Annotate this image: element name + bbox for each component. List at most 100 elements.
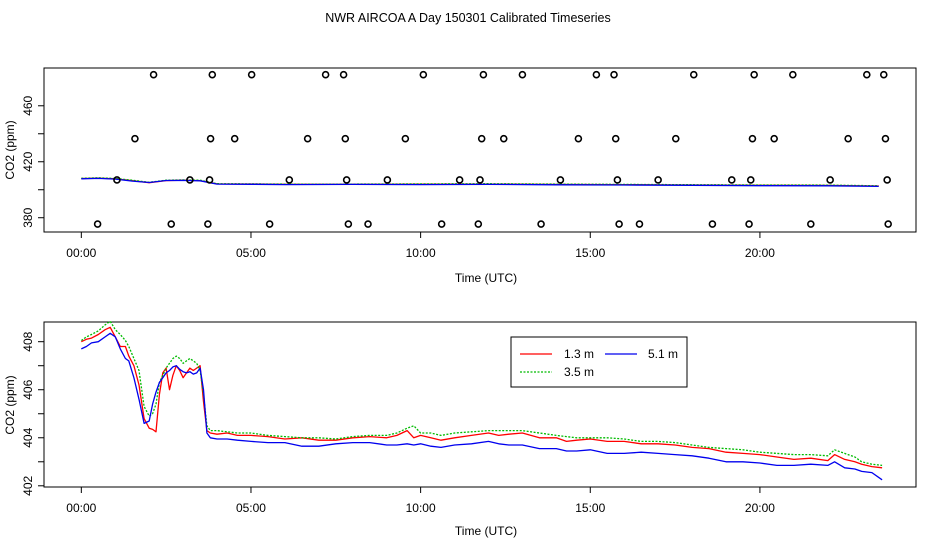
- calibration-point: [437, 220, 446, 228]
- calibration-point: [265, 220, 274, 228]
- calibration-point: [727, 176, 736, 184]
- calibration-point: [285, 176, 294, 184]
- bottom-data-marks: [80, 320, 883, 481]
- calibration-point: [364, 220, 372, 228]
- calibration-point: [167, 220, 176, 228]
- calibration-point: [476, 176, 484, 184]
- calibration-point: [592, 70, 601, 79]
- bottom-y-tick-label: 408: [21, 331, 35, 351]
- calibration-point: [844, 134, 852, 143]
- top-x-tick-label: 10:00: [406, 246, 436, 260]
- calibration-point: [537, 220, 545, 228]
- calibration-point: [149, 70, 158, 79]
- calibration-point: [479, 70, 488, 79]
- top-panel: Time (UTC) CO2 (ppm) 00:00 05:00 10:00 15:0…: [3, 67, 917, 285]
- bottom-y-tick-label: 406: [21, 379, 35, 399]
- calibration-point: [344, 220, 353, 228]
- bottom-x-tick-label: 20:00: [745, 501, 775, 515]
- calibration-point: [186, 176, 194, 184]
- calibration-point: [746, 176, 755, 184]
- calibration-point: [807, 220, 815, 228]
- calibration-point: [474, 220, 483, 228]
- calibration-point: [419, 70, 428, 79]
- top-x-axis-label: Time (UTC): [455, 271, 517, 285]
- calibration-point: [518, 70, 527, 79]
- calibration-point: [826, 176, 834, 184]
- bottom-axis-ticks: 00:00 05:00 10:00 15:00 20:00 402 404 406 408: [21, 331, 775, 515]
- calibration-point: [881, 134, 890, 143]
- series-line-5-1-m: [81, 177, 879, 188]
- calibration-point: [341, 134, 350, 143]
- bottom-x-axis-label: Time (UTC): [455, 524, 517, 538]
- calibration-point: [247, 70, 256, 79]
- legend-box: [510, 336, 688, 388]
- calibration-point: [884, 220, 892, 228]
- calibration-point: [131, 134, 139, 143]
- top-axis-ticks: 00:00 05:00 10:00 15:00 20:00 380 420 460: [21, 95, 775, 260]
- calibration-point: [879, 70, 888, 79]
- calibration-point: [654, 176, 662, 184]
- top-x-tick-label: 20:00: [745, 246, 775, 260]
- calibration-point: [689, 70, 698, 79]
- top-y-axis-label: CO2 (ppm): [3, 120, 17, 179]
- series-line-5-1-m: [81, 332, 883, 481]
- calibration-point: [610, 70, 618, 79]
- top-y-tick-label: 420: [21, 151, 35, 171]
- calibration-point: [113, 176, 121, 184]
- bottom-x-tick-label: 00:00: [66, 501, 96, 515]
- calibration-point: [230, 134, 239, 143]
- calibration-point: [615, 220, 623, 228]
- page-title: NWR AIRCOA A Day 150301 Calibrated Times…: [325, 11, 611, 25]
- calibration-point: [455, 176, 464, 184]
- bottom-y-axis-label: CO2 (ppm): [3, 375, 17, 434]
- calibration-point: [883, 176, 891, 184]
- calibration-point: [708, 220, 717, 228]
- calibration-point: [339, 70, 348, 79]
- calibration-point: [401, 134, 410, 143]
- legend-label-1-3-m: 1.3 m: [564, 347, 594, 361]
- top-plot-frame: [43, 67, 917, 233]
- calibration-point: [635, 220, 644, 228]
- calibration-point: [611, 134, 620, 143]
- series-line-1-3-m: [81, 326, 883, 469]
- bottom-plot-frame: [43, 321, 917, 488]
- bottom-x-tick-label: 10:00: [406, 501, 436, 515]
- top-x-tick-label: 05:00: [236, 246, 266, 260]
- calibration-point: [556, 176, 565, 184]
- calibration-point: [613, 176, 622, 184]
- calibration-point: [303, 134, 312, 143]
- calibration-point: [671, 134, 680, 143]
- calibration-point: [745, 220, 753, 228]
- bottom-x-tick-label: 05:00: [236, 501, 266, 515]
- top-data-marks: [81, 70, 892, 228]
- top-x-tick-label: 00:00: [66, 246, 96, 260]
- calibration-point: [93, 220, 102, 228]
- bottom-y-tick-label: 402: [21, 475, 35, 495]
- calibration-point: [477, 134, 486, 143]
- calibration-point: [208, 70, 217, 79]
- calibration-point: [750, 70, 758, 79]
- legend-label-3-5-m: 3.5 m: [564, 365, 594, 379]
- top-y-tick-label: 460: [21, 95, 35, 115]
- calibration-point: [863, 70, 871, 79]
- top-y-tick-label: 380: [21, 207, 35, 227]
- calibration-point: [770, 134, 778, 143]
- bottom-x-tick-label: 15:00: [575, 501, 605, 515]
- bottom-y-tick-label: 404: [21, 427, 35, 447]
- bottom-panel: Time (UTC) CO2 (ppm) 00:00 05:00 10:00 15:0…: [3, 320, 917, 538]
- calibration-point: [206, 134, 215, 143]
- calibration-point: [321, 70, 330, 79]
- calibration-point: [204, 220, 212, 228]
- legend-label-5-1-m: 5.1 m: [648, 347, 678, 361]
- calibration-point: [342, 176, 351, 184]
- calibration-point: [574, 134, 583, 143]
- calibration-point: [205, 176, 214, 184]
- calibration-point: [383, 176, 392, 184]
- calibration-point: [789, 70, 797, 79]
- top-x-tick-label: 15:00: [575, 246, 605, 260]
- calibration-point: [748, 134, 757, 143]
- calibration-point: [499, 134, 508, 143]
- legend: 1.3 m 5.1 m 3.5 m: [510, 336, 688, 388]
